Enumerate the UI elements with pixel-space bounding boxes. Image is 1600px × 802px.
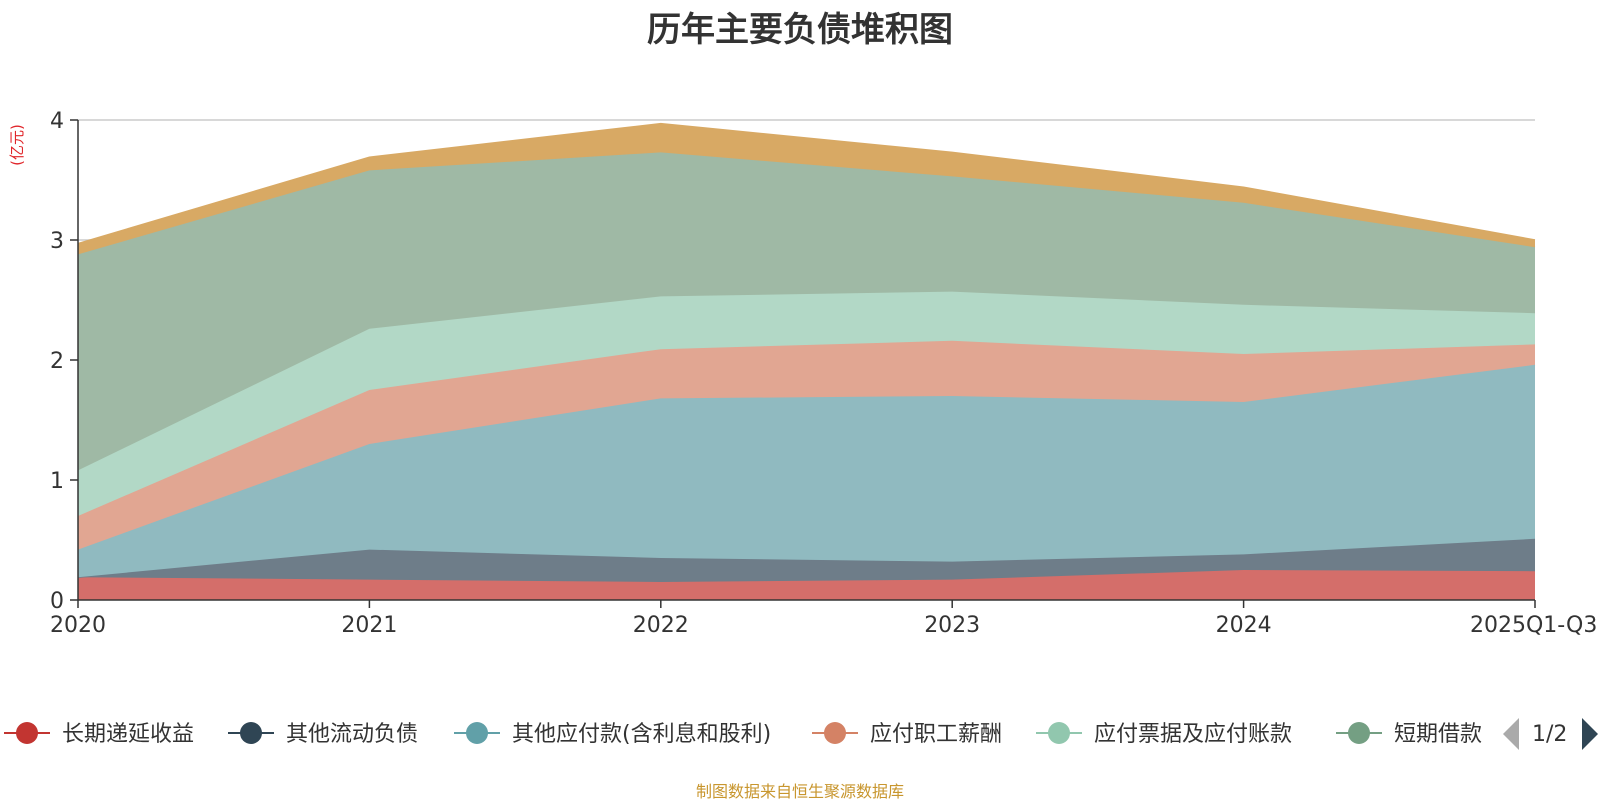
x-tick-label: 2025Q1-Q3 — [1470, 613, 1597, 638]
legend-swatch[interactable] — [824, 722, 846, 744]
legend-swatch[interactable] — [16, 722, 38, 744]
area-series — [77, 122, 1536, 600]
x-tick-label: 2023 — [924, 613, 980, 638]
legend-swatch[interactable] — [240, 722, 262, 744]
y-tick-label: 0 — [50, 589, 64, 614]
legend-item-label[interactable]: 其他应付款(含利息和股利) — [512, 722, 771, 747]
chart-title: 历年主要负债堆积图 — [647, 10, 953, 50]
legend-item-label[interactable]: 应付职工薪酬 — [870, 722, 1002, 747]
area-series-5 — [78, 152, 1535, 471]
y-tick-label: 2 — [50, 349, 64, 374]
legend-swatch[interactable] — [466, 722, 488, 744]
legend-item-label[interactable]: 应付票据及应付账款 — [1094, 722, 1292, 747]
x-tick-label: 2020 — [50, 613, 106, 638]
area-series-4 — [78, 291, 1535, 516]
area-series-0 — [78, 570, 1535, 600]
area-series-line-6 — [77, 122, 1536, 245]
legend-item-label[interactable]: 长期递延收益 — [62, 722, 194, 747]
legend-swatch[interactable] — [1348, 722, 1370, 744]
y-tick-label: 1 — [50, 469, 64, 494]
legend-item-label[interactable]: 其他流动负债 — [286, 722, 418, 747]
axes: 0 1 2 3 4 2020 2021 2022 2023 2024 2025Q1-Q3 — [50, 109, 1597, 638]
legend-prev-page-icon[interactable] — [1503, 718, 1519, 750]
y-tick-label: 4 — [50, 109, 64, 134]
source-note: 制图数据来自恒生聚源数据库 — [695, 782, 904, 801]
legend-next-page-icon[interactable] — [1582, 718, 1598, 750]
y-tick-label: 3 — [50, 229, 64, 254]
area-series-2 — [78, 364, 1535, 578]
legend[interactable]: 长期递延收益 其他流动负债 其他应付款(含利息和股利) 应付职工薪酬 应付票据及应付账款… — [4, 711, 1600, 755]
legend-page-indicator: 1/2 — [1532, 722, 1567, 747]
x-tick-label: 2022 — [633, 613, 689, 638]
legend-overflow-mask — [1482, 711, 1600, 755]
legend-swatch[interactable] — [1048, 722, 1070, 744]
area-series-3 — [78, 340, 1535, 550]
area-series-6 — [78, 123, 1535, 255]
x-tick-label: 2024 — [1216, 613, 1272, 638]
legend-item-label[interactable]: 短期借款 — [1394, 722, 1482, 747]
y-axis-unit-label: (亿元) — [8, 124, 26, 166]
x-tick-label: 2021 — [341, 613, 397, 638]
